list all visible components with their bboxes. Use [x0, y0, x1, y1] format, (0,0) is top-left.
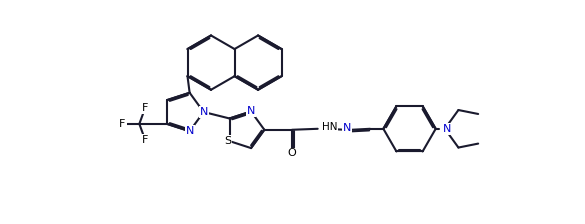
Text: N: N — [185, 126, 194, 136]
Text: F: F — [142, 135, 148, 145]
Text: F: F — [119, 119, 126, 129]
Text: F: F — [142, 103, 148, 113]
Text: S: S — [224, 136, 231, 146]
Text: N: N — [247, 106, 255, 116]
Text: O: O — [288, 149, 297, 158]
Text: HN: HN — [322, 122, 337, 132]
Text: N: N — [199, 107, 208, 117]
Text: N: N — [443, 124, 451, 134]
Text: N: N — [343, 123, 352, 133]
